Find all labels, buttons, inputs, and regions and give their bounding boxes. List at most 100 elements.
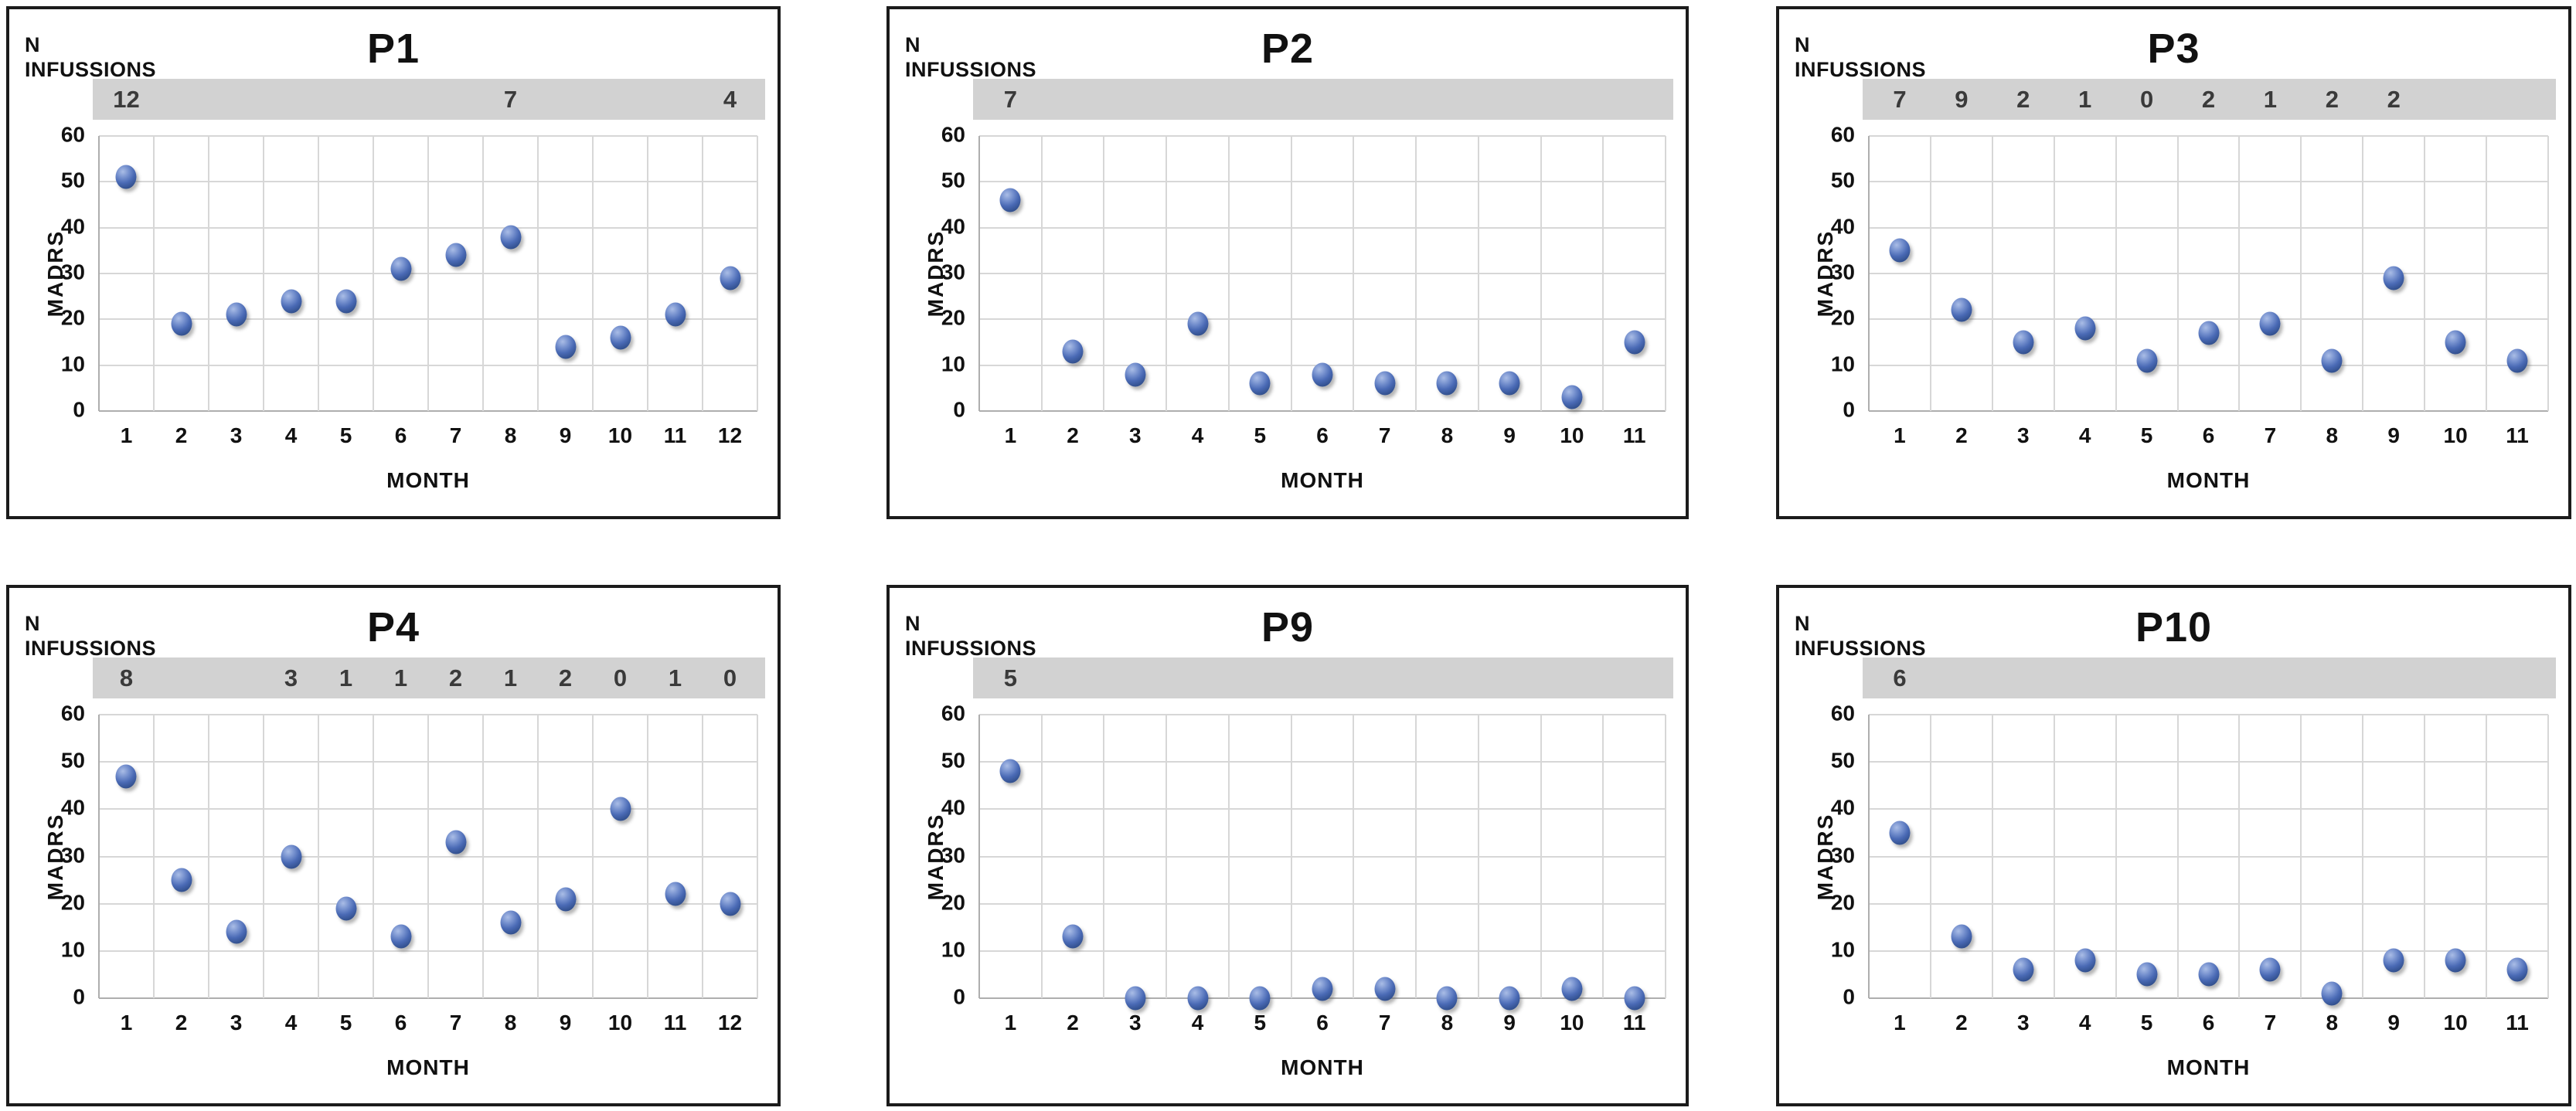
data-point	[1125, 986, 1146, 1011]
infusion-count: 8	[119, 664, 134, 691]
data-point	[2074, 316, 2096, 341]
n-infusions-label: N INFUSSIONS	[1795, 32, 1926, 82]
gridline-vertical	[1165, 715, 1168, 998]
gridline-vertical	[702, 715, 703, 998]
infusion-count: 1	[2078, 85, 2092, 113]
data-point	[2445, 330, 2466, 355]
y-tick-label: 40	[60, 796, 85, 821]
gridline-vertical	[317, 715, 319, 998]
x-tick-label: 5	[2140, 1011, 2153, 1035]
infusion-bar	[1863, 657, 2556, 698]
x-axis-title: MONTH	[386, 1055, 470, 1079]
y-tick-label: 40	[1830, 796, 1855, 821]
infusion-numbers: 7	[979, 79, 1666, 120]
gridline-vertical	[2238, 136, 2241, 411]
data-point	[1889, 238, 1911, 263]
gridline-vertical	[427, 715, 429, 998]
data-point	[1951, 924, 1972, 949]
gridline-horizontal	[1869, 273, 2548, 274]
y-tick-label: 40	[1830, 214, 1855, 239]
n-infusions-label: N INFUSSIONS	[1795, 611, 1926, 661]
chart-title: P4	[366, 604, 420, 651]
x-tick-label: 6	[2202, 1011, 2215, 1035]
gridline-horizontal	[1869, 855, 2548, 858]
data-point	[281, 844, 301, 868]
gridline-horizontal	[1869, 997, 2548, 999]
gridline-horizontal	[979, 902, 1666, 905]
data-point	[2445, 948, 2466, 973]
x-axis-title: MONTH	[2166, 468, 2251, 492]
gridline-horizontal	[1869, 714, 2548, 715]
gridline-vertical	[2486, 136, 2488, 411]
x-tick-label: 6	[1316, 423, 1329, 447]
x-tick-label: 5	[2140, 423, 2153, 447]
gridline-vertical	[1868, 715, 1870, 998]
n-infusions-label: N INFUSSIONS	[25, 611, 156, 661]
gridline-horizontal	[1869, 364, 2548, 366]
gridline-horizontal	[1869, 226, 2548, 229]
x-tick-label: 7	[449, 423, 462, 447]
gridline-horizontal	[979, 273, 1666, 274]
y-tick-label: 60	[1830, 122, 1855, 147]
data-point	[1374, 371, 1396, 396]
gridline-vertical	[978, 136, 980, 411]
gridline-vertical	[427, 136, 429, 411]
y-tick-label: 20	[1830, 306, 1855, 331]
y-tick-label: 50	[1830, 168, 1855, 193]
infusion-count: 1	[339, 664, 353, 691]
n-label-line2: INFUSSIONS	[905, 58, 1037, 81]
data-point	[665, 882, 686, 906]
gridline-vertical	[2300, 136, 2302, 411]
data-point	[2383, 266, 2404, 290]
gridline-vertical	[1165, 136, 1168, 411]
x-tick-label: 7	[1378, 423, 1391, 447]
plot-area: MADRS MONTH 60 50 40 30 20 10 0 1 2 3 4 5 6 7 8 9 10 11 12	[43, 702, 758, 1079]
gridline-vertical	[1929, 136, 1931, 411]
chart-title: P9	[1261, 604, 1315, 651]
gridline-vertical	[2053, 715, 2055, 998]
data-point	[2013, 957, 2034, 982]
x-tick-label: 12	[717, 423, 743, 447]
gridline-vertical	[482, 136, 484, 411]
infusion-count: 2	[448, 664, 463, 691]
infusion-count: 1	[668, 664, 682, 691]
gridline-vertical	[1040, 136, 1043, 411]
chart-panel-p9: N INFUSSIONS P9 5 MADRS MONTH 60 50 40 30 20…	[886, 585, 1689, 1106]
gridline-vertical	[2547, 136, 2549, 411]
gridline-vertical	[2486, 715, 2488, 998]
data-point	[1889, 821, 1911, 845]
data-point	[720, 266, 740, 290]
x-tick-label: 2	[175, 423, 188, 447]
x-tick-label: 1	[1894, 423, 1906, 447]
y-tick-label: 60	[1830, 701, 1855, 725]
infusion-count: 2	[558, 664, 573, 691]
x-tick-label: 3	[2016, 423, 2030, 447]
gridline-vertical	[757, 715, 758, 998]
gridline-vertical	[702, 136, 703, 411]
n-label-line1: N	[1795, 612, 1810, 635]
data-point	[171, 311, 192, 336]
gridline-vertical	[373, 136, 374, 411]
gridline-vertical	[1929, 715, 1931, 998]
infusion-bar	[1863, 79, 2556, 120]
gridline-vertical	[482, 715, 484, 998]
infusion-count: 2	[2325, 85, 2339, 113]
x-tick-label: 4	[2078, 423, 2091, 447]
data-point	[445, 243, 466, 267]
gridline-vertical	[2176, 136, 2179, 411]
gridline-vertical	[263, 136, 264, 411]
x-tick-label: 8	[2326, 1011, 2339, 1035]
gridline-vertical	[1991, 136, 1993, 411]
y-tick-label: 30	[60, 260, 85, 284]
x-axis-title: MONTH	[2166, 1055, 2251, 1079]
gridline-horizontal	[99, 410, 757, 412]
gridline-vertical	[536, 136, 539, 411]
x-tick-label: 9	[559, 423, 572, 447]
x-tick-label: 10	[1560, 423, 1584, 447]
x-axis-title: MONTH	[1281, 1055, 1364, 1079]
x-tick-label: 6	[1316, 1011, 1329, 1035]
x-tick-label: 1	[120, 1011, 133, 1035]
y-tick-label: 40	[60, 214, 85, 239]
